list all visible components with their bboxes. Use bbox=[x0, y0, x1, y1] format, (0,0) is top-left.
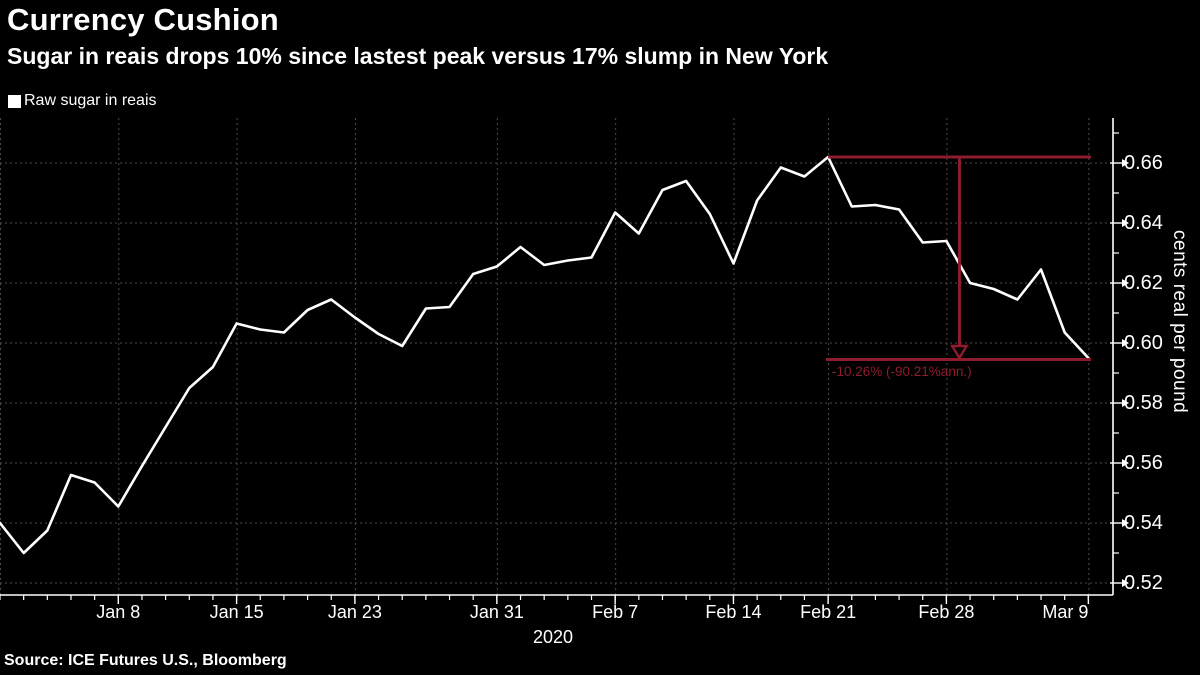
x-tick-label: Mar 9 bbox=[1042, 602, 1089, 622]
x-tick-label: Jan 8 bbox=[96, 602, 141, 622]
x-tick-label: Feb 21 bbox=[800, 602, 857, 622]
legend: Raw sugar in reais bbox=[8, 92, 157, 110]
y-tick-arrow-icon bbox=[1122, 519, 1129, 527]
price-line bbox=[0, 155, 1090, 555]
x-tick-label: Jan 23 bbox=[327, 602, 382, 622]
x-tick-label: Jan 31 bbox=[469, 602, 524, 622]
y-axis-title: cents real per pound bbox=[1169, 230, 1190, 414]
y-tick-arrow-icon bbox=[1122, 399, 1129, 407]
legend-square-marker-icon bbox=[8, 94, 21, 108]
chart-subtitle: Sugar in reais drops 10% since lastest p… bbox=[7, 43, 829, 69]
x-tick-label: Feb 28 bbox=[918, 602, 975, 622]
y-tick-label: 0.62 bbox=[1124, 272, 1163, 294]
y-tick-arrow-icon bbox=[1122, 459, 1129, 467]
annotation-arrowhead-icon bbox=[950, 344, 969, 361]
y-tick-arrow-icon bbox=[1122, 579, 1129, 587]
legend-label: Raw sugar in reais bbox=[24, 92, 157, 109]
y-tick-label: 0.56 bbox=[1124, 452, 1163, 474]
y-tick-label: 0.66 bbox=[1124, 152, 1163, 174]
drawdown-annotation-label: -10.26% (-90.21%ann.) bbox=[832, 364, 972, 379]
x-tick-label: Feb 7 bbox=[592, 602, 639, 622]
y-tick-arrow-icon bbox=[1122, 159, 1129, 167]
y-tick-arrow-icon bbox=[1122, 219, 1129, 227]
x-tick-label: Feb 14 bbox=[705, 602, 762, 622]
source-credit: Source: ICE Futures U.S., Bloomberg bbox=[4, 652, 287, 669]
y-tick-label: 0.54 bbox=[1124, 512, 1163, 534]
y-tick-label: 0.64 bbox=[1124, 212, 1163, 234]
y-tick-arrow-icon bbox=[1122, 279, 1129, 287]
y-tick-label: 0.52 bbox=[1124, 572, 1163, 594]
page-title: Currency Cushion bbox=[7, 2, 279, 37]
x-tick-label: Jan 15 bbox=[209, 602, 264, 622]
x-axis-year-label: 2020 bbox=[532, 627, 574, 647]
y-tick-label: 0.60 bbox=[1124, 332, 1163, 354]
y-tick-arrow-icon bbox=[1122, 339, 1129, 347]
y-tick-label: 0.58 bbox=[1124, 392, 1163, 414]
